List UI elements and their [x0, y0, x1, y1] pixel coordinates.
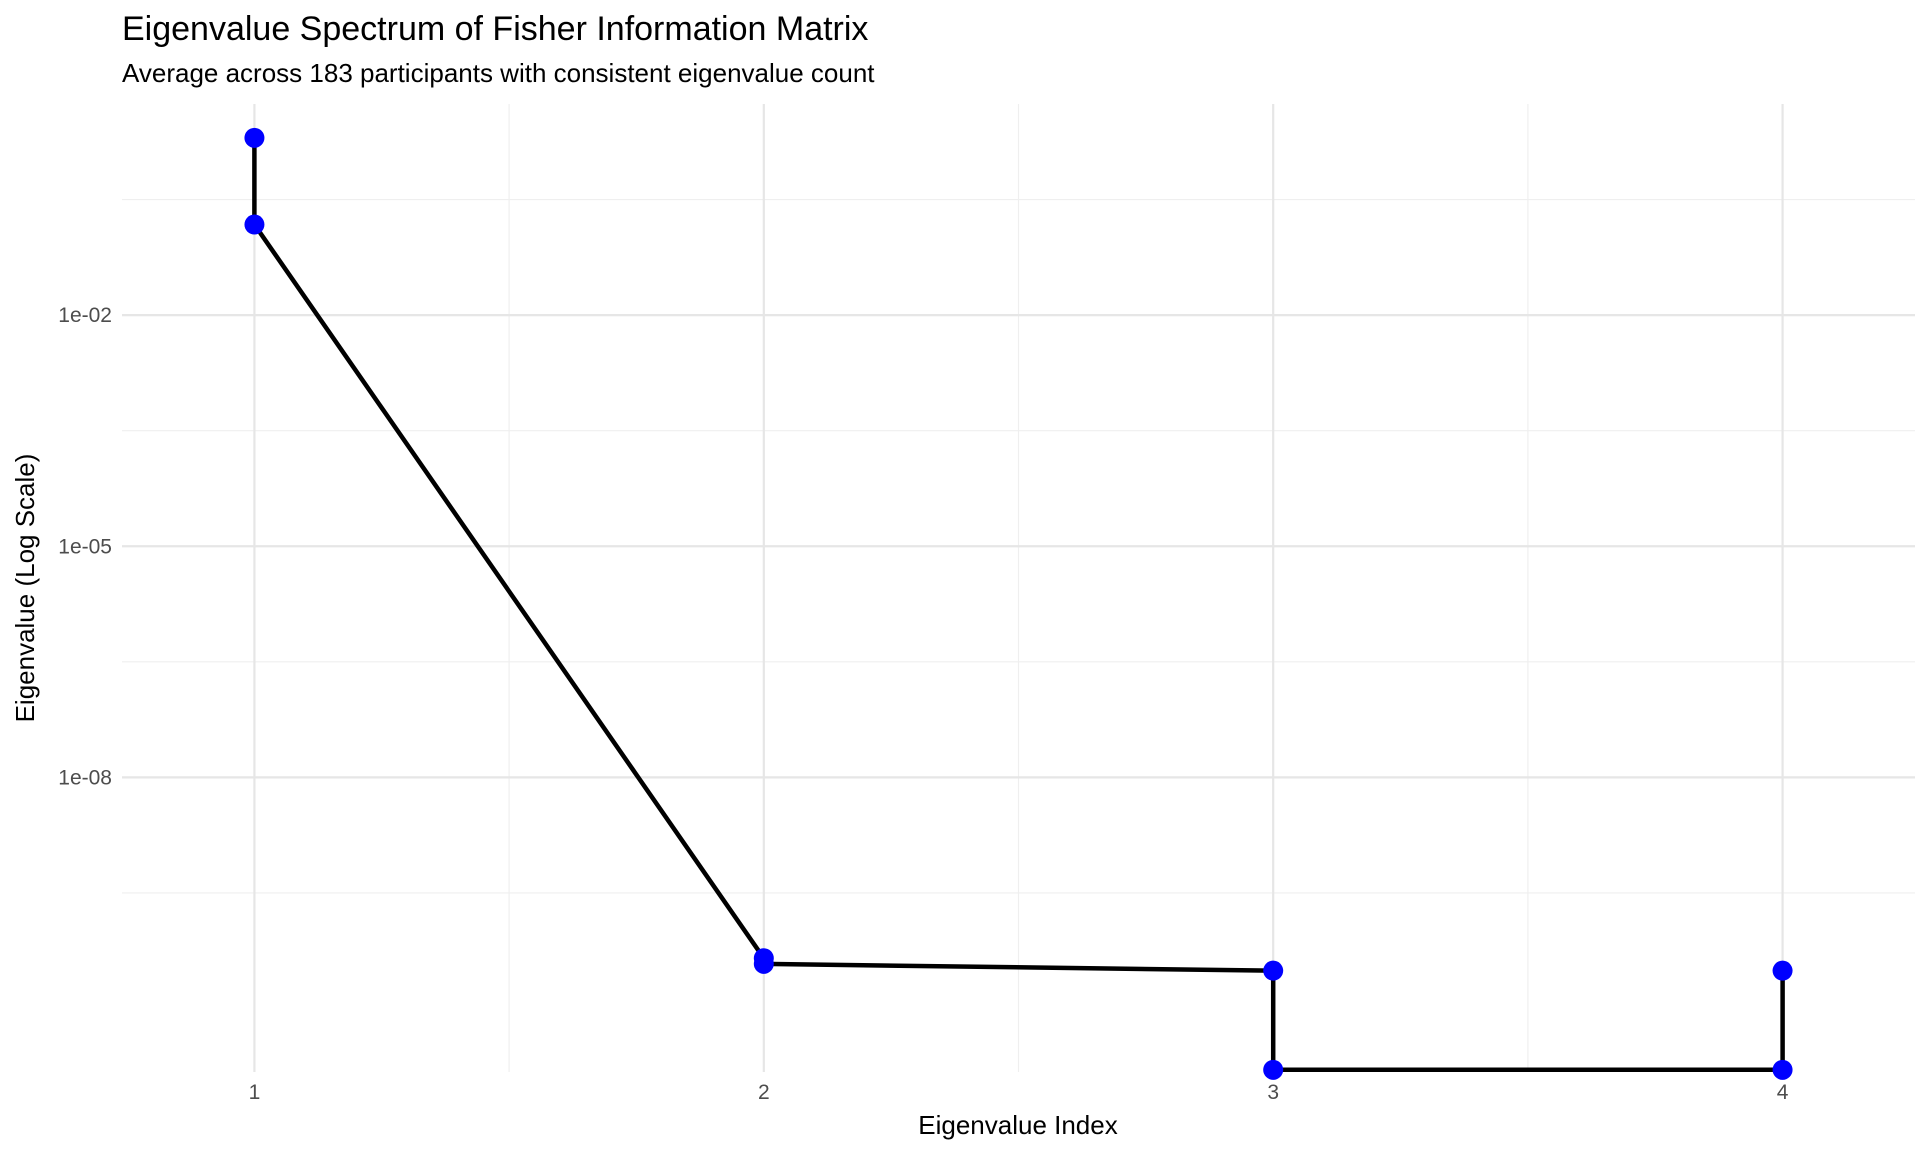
data-point [1263, 960, 1284, 981]
x-tick-label: 1 [249, 1081, 261, 1104]
data-point [1263, 1059, 1284, 1080]
x-axis-title: Eigenvalue Index [918, 1110, 1117, 1140]
data-point [244, 214, 265, 235]
data-point [244, 127, 265, 148]
chart-subtitle: Average across 183 participants with con… [122, 58, 875, 88]
y-tick-label: 1e-02 [58, 304, 112, 327]
data-point [753, 953, 774, 974]
chart-title: Eigenvalue Spectrum of Fisher Informatio… [122, 10, 868, 48]
y-axis-title: Eigenvalue (Log Scale) [10, 454, 40, 723]
x-tick-label: 2 [758, 1081, 770, 1104]
series-line [252, 137, 1785, 1073]
plot-area: 1 2 3 4 1e-02 1e-05 1e-08 [58, 104, 1915, 1104]
x-tick-label: 4 [1777, 1081, 1789, 1104]
y-tick-label: 1e-05 [58, 535, 112, 558]
data-point [1772, 1059, 1793, 1080]
data-point [1772, 960, 1793, 981]
x-tick-label: 3 [1267, 1081, 1279, 1104]
y-tick-label: 1e-08 [58, 766, 112, 789]
